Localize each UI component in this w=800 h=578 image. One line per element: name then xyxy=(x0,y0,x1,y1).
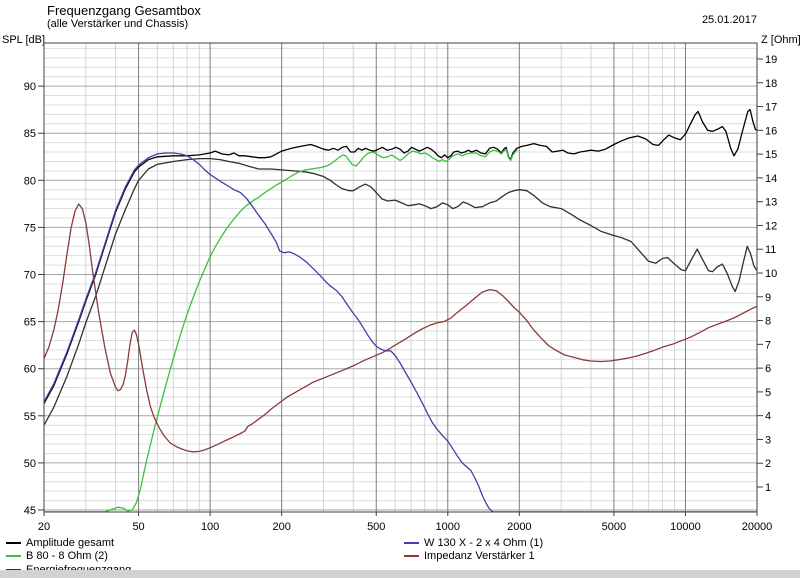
curve-energiefrequenzgang xyxy=(44,157,757,426)
spl-tick-label: 60 xyxy=(24,364,36,376)
legend-item-label: B 80 - 8 Ohm (2) xyxy=(26,550,108,563)
z-tick-label: 8 xyxy=(765,316,771,328)
z-tick-label: 14 xyxy=(765,173,777,185)
legend-marker xyxy=(6,541,21,544)
z-tick-label: 13 xyxy=(765,197,777,209)
z-tick-label: 18 xyxy=(765,78,777,90)
page-subtitle: (alle Verstärker und Chassis) xyxy=(47,18,189,30)
curve-impedanz xyxy=(44,203,757,453)
z-tick-label: 6 xyxy=(765,363,771,375)
legend-item-label: Amplitude gesamt xyxy=(26,536,115,549)
freq-tick-label: 20000 xyxy=(742,521,773,533)
z-tick-label: 3 xyxy=(765,434,771,446)
page-title: Frequenzgang Gesamtbox xyxy=(47,3,201,18)
legend-item-impedanz: Impedanz Verstärker 1 xyxy=(404,550,543,564)
z-tick-label: 16 xyxy=(765,125,777,137)
spl-tick-label: 45 xyxy=(24,505,36,517)
spl-tick-label: 55 xyxy=(24,411,36,423)
z-tick-label: 11 xyxy=(765,244,776,256)
freq-tick-label: 50 xyxy=(132,521,144,533)
spl-tick-label: 50 xyxy=(24,458,36,470)
z-tick-label: 15 xyxy=(765,149,777,161)
spl-tick-label: 85 xyxy=(24,128,36,140)
freq-tick-label: 200 xyxy=(272,521,290,533)
legend-marker xyxy=(6,568,21,571)
legend-item-w130x: W 130 X - 2 x 4 Ohm (1) xyxy=(404,536,543,550)
legend-item-b80: B 80 - 8 Ohm (2) xyxy=(6,550,131,564)
legend-item-label: Impedanz Verstärker 1 xyxy=(424,550,535,563)
date-label: 25.01.2017 xyxy=(701,14,757,26)
curve-b80 xyxy=(44,148,518,512)
spl-axis-label: SPL [dB] xyxy=(2,34,46,46)
legend-marker xyxy=(6,555,21,558)
plot-frame xyxy=(43,42,758,513)
window-edge-strip xyxy=(0,570,800,578)
z-tick-label: 1 xyxy=(765,482,771,494)
legend-item-label: W 130 X - 2 x 4 Ohm (1) xyxy=(424,536,544,549)
spl-tick-label: 80 xyxy=(24,175,36,187)
z-tick-label: 7 xyxy=(765,339,771,351)
z-tick-label: 4 xyxy=(765,411,771,423)
z-axis-label: Z [Ohm] xyxy=(761,34,800,46)
z-tick-label: 2 xyxy=(765,458,771,470)
z-tick-label: 12 xyxy=(765,220,777,232)
spl-tick-label: 90 xyxy=(24,81,36,93)
curve-w130x xyxy=(44,152,757,512)
freq-tick-label: 5000 xyxy=(602,521,626,533)
spl-tick-label: 75 xyxy=(24,222,36,234)
z-tick-label: 5 xyxy=(765,387,771,399)
curve-amplitude-gesamt xyxy=(44,108,757,405)
legend-marker xyxy=(404,555,419,558)
freq-tick-label: 100 xyxy=(201,521,219,533)
freq-tick-label: 500 xyxy=(367,521,385,533)
legend-marker xyxy=(404,541,419,544)
z-tick-label: 10 xyxy=(765,268,777,280)
freq-tick-label: 10000 xyxy=(670,521,701,533)
curves-group xyxy=(44,108,757,512)
freq-tick-label: 1000 xyxy=(436,521,460,533)
z-tick-label: 9 xyxy=(765,292,771,304)
spl-tick-label: 65 xyxy=(24,317,36,329)
freq-tick-label: 20 xyxy=(38,521,50,533)
freq-tick-label: 2000 xyxy=(507,521,531,533)
legend-item-amplitude-gesamt: Amplitude gesamt xyxy=(6,536,131,550)
z-tick-label: 19 xyxy=(765,54,777,66)
spl-tick-label: 70 xyxy=(24,270,36,282)
legend-right-column: W 130 X - 2 x 4 Ohm (1) Impedanz Verstärk… xyxy=(404,536,543,563)
z-tick-label: 17 xyxy=(765,102,777,114)
